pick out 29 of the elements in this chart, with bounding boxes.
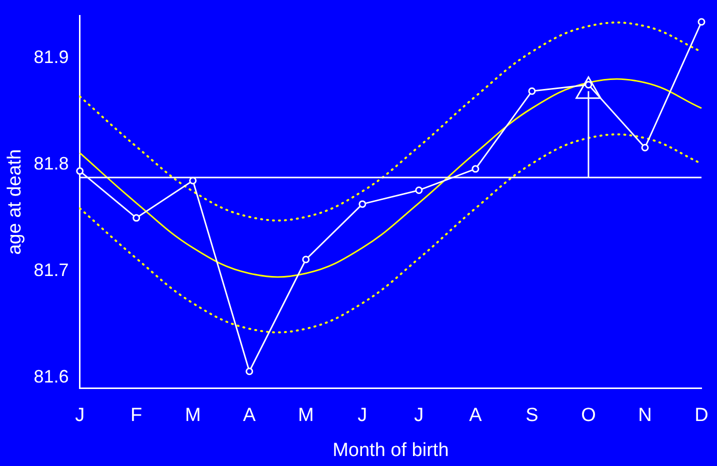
x-tick-label: J — [75, 405, 85, 426]
point — [641, 144, 649, 152]
point — [132, 214, 140, 222]
x-tick-label: S — [526, 405, 538, 426]
point — [698, 18, 706, 26]
y-tick-label: 81.9 — [34, 47, 69, 68]
x-tick-label: A — [469, 405, 482, 426]
x-axis-title: Month of birth — [332, 440, 449, 461]
y-tick-label: 81.7 — [34, 260, 69, 280]
y-axis-title: age at death — [4, 149, 26, 255]
point — [472, 165, 480, 173]
point — [246, 368, 254, 376]
x-tick-label: M — [184, 405, 201, 426]
point — [76, 167, 84, 175]
point — [358, 200, 366, 208]
x-tick-label: D — [694, 405, 708, 426]
x-tick-label: M — [298, 405, 314, 426]
y-tick-label: 81.8 — [34, 154, 69, 174]
x-tick-label: O — [581, 405, 596, 426]
point — [528, 87, 536, 95]
y-tick-label: 81.6 — [34, 366, 69, 387]
x-tick-label: F — [130, 405, 142, 426]
point — [189, 176, 197, 184]
x-tick-label: A — [243, 405, 256, 426]
x-tick-label: J — [414, 405, 424, 426]
point — [302, 256, 310, 264]
point — [415, 186, 423, 194]
x-tick-label: J — [358, 405, 368, 426]
x-tick-label: N — [638, 405, 652, 426]
